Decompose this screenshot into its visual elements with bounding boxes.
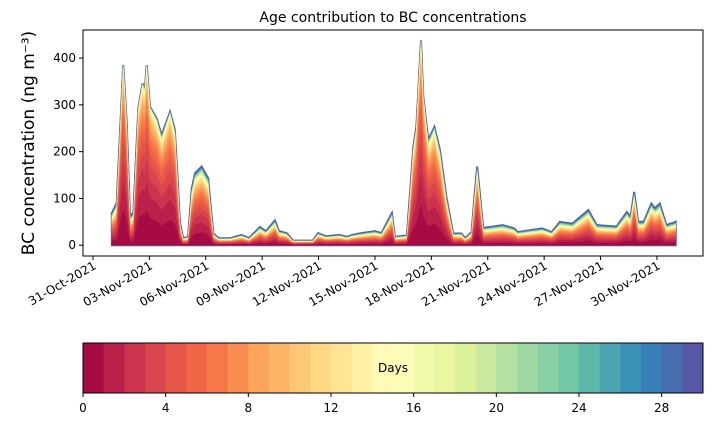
colorbar-bin-18 <box>455 343 477 393</box>
colorbar-bin-6 <box>207 343 229 393</box>
colorbar-bin-4 <box>165 343 187 393</box>
colorbar-bin-28 <box>661 343 683 393</box>
y-axis-label: BC concentration (ng m⁻³) <box>19 31 39 255</box>
colorbar-tick-label: 0 <box>79 401 87 415</box>
y-tick-label: 400 <box>53 51 76 65</box>
y-tick-label: 100 <box>53 191 76 205</box>
colorbar-bin-24 <box>579 343 601 393</box>
colorbar-bin-1 <box>103 343 125 393</box>
colorbar-bin-3 <box>145 343 167 393</box>
colorbar-tick-label: 4 <box>162 401 170 415</box>
y-tick-label: 0 <box>68 238 76 252</box>
colorbar-tick-label: 12 <box>323 401 338 415</box>
colorbar-tick-label: 28 <box>654 401 669 415</box>
colorbar: 0 4 8 12 16 20 24 28 <box>79 343 704 415</box>
colorbar-bin-12 <box>331 343 353 393</box>
colorbar-bin-14 <box>372 343 394 393</box>
colorbar-bin-23 <box>558 343 580 393</box>
colorbar-bin-8 <box>248 343 270 393</box>
colorbar-tick-label: 24 <box>571 401 586 415</box>
colorbar-bin-7 <box>227 343 249 393</box>
plot-frame <box>82 29 704 257</box>
colorbar-bin-17 <box>434 343 456 393</box>
colorbar-bin-15 <box>393 343 415 393</box>
colorbar-bin-2 <box>124 343 146 393</box>
colorbar-bin-21 <box>517 343 539 393</box>
colorbar-bin-20 <box>496 343 518 393</box>
colorbar-tick-label: 8 <box>245 401 253 415</box>
chart-title: Age contribution to BC concentrations <box>259 10 526 26</box>
colorbar-tick-label: 16 <box>406 401 421 415</box>
age-layer-0 <box>111 205 676 246</box>
colorbar-bin-10 <box>289 343 311 393</box>
colorbar-bin-22 <box>537 343 559 393</box>
colorbar-bin-19 <box>475 343 497 393</box>
colorbar-bin-29 <box>682 343 704 393</box>
colorbar-frame <box>82 342 704 394</box>
y-tick-label: 200 <box>53 145 76 159</box>
colorbar-bin-0 <box>83 343 105 393</box>
plot-area: 010020030040031-Oct-202103-Nov-202106-No… <box>26 40 677 309</box>
colorbar-label: Days <box>378 361 408 375</box>
colorbar-bin-25 <box>599 343 621 393</box>
colorbar-bin-13 <box>351 343 373 393</box>
colorbar-bin-27 <box>641 343 663 393</box>
colorbar-bin-9 <box>269 343 291 393</box>
colorbar-tick-label: 20 <box>489 401 504 415</box>
colorbar-bin-26 <box>620 343 642 393</box>
colorbar-bin-5 <box>186 343 208 393</box>
colorbar-bin-11 <box>310 343 332 393</box>
colorbar-bin-16 <box>413 343 435 393</box>
y-tick-label: 300 <box>53 98 76 112</box>
